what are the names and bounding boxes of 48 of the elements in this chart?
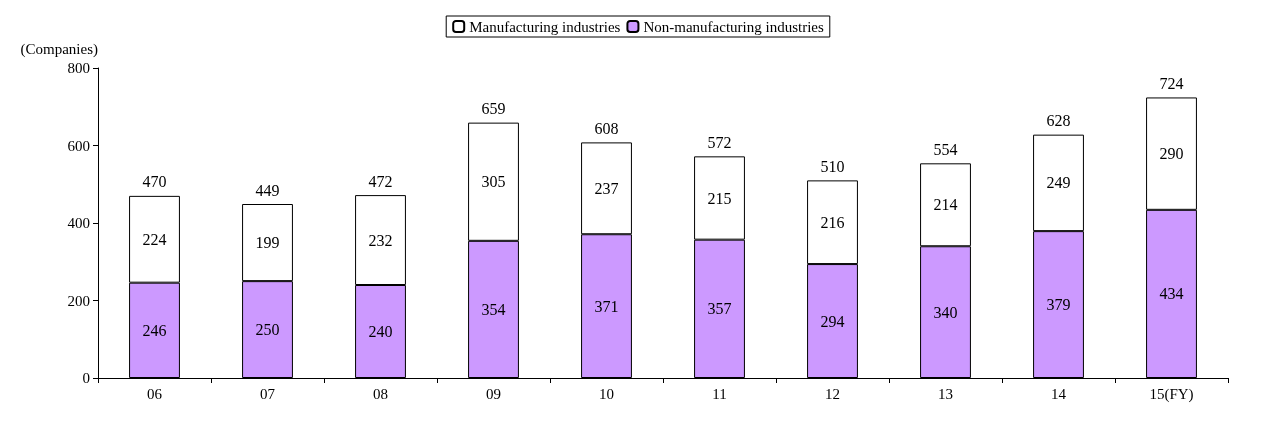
data-label: 354 <box>481 300 506 318</box>
total-label: 628 <box>1046 112 1071 130</box>
total-label: 470 <box>142 173 167 191</box>
legend-label: Manufacturing industries <box>469 18 621 35</box>
data-label: 250 <box>255 321 280 339</box>
data-label: 357 <box>707 300 732 318</box>
data-label: 434 <box>1159 285 1184 303</box>
y-tick-label: 400 <box>67 215 90 231</box>
total-label: 472 <box>368 172 393 190</box>
x-tick-label: 15(FY) <box>1149 385 1194 403</box>
y-tick-label: 200 <box>67 292 90 309</box>
data-label: 232 <box>368 231 393 249</box>
data-label: 294 <box>820 312 845 330</box>
x-tick-label: 07 <box>260 385 276 402</box>
total-label: 554 <box>933 140 958 158</box>
y-tick-label: 600 <box>67 137 90 154</box>
total-label: 449 <box>255 181 280 199</box>
x-tick-label: 11 <box>712 385 727 402</box>
legend-label: Non-manufacturing industries <box>643 18 824 35</box>
x-tick-label: 13 <box>938 385 953 402</box>
data-label: 237 <box>594 179 619 197</box>
x-tick-label: 14 <box>1051 385 1067 402</box>
data-label: 371 <box>594 297 619 315</box>
data-label: 240 <box>368 323 393 340</box>
data-label: 379 <box>1046 296 1071 314</box>
x-tick-label: 10 <box>599 385 614 402</box>
data-label: 249 <box>1046 174 1071 192</box>
total-label: 572 <box>707 133 732 151</box>
data-label: 340 <box>933 303 958 321</box>
total-label: 510 <box>820 157 845 175</box>
data-label: 305 <box>481 173 506 191</box>
x-tick-label: 08 <box>373 385 388 402</box>
data-label: 290 <box>1159 145 1184 163</box>
total-label: 659 <box>481 100 506 118</box>
total-label: 724 <box>1159 74 1184 92</box>
total-label: 608 <box>594 119 619 137</box>
y-tick-label: 800 <box>67 60 90 76</box>
x-tick-label: 12 <box>825 385 840 402</box>
y-axis-title: (Companies) <box>20 40 98 58</box>
data-label: 216 <box>820 213 845 231</box>
x-tick-label: 06 <box>147 385 163 402</box>
data-label: 214 <box>933 196 958 214</box>
data-label: 246 <box>142 321 167 339</box>
data-label: 199 <box>255 234 280 252</box>
data-label: 215 <box>707 189 732 207</box>
y-tick-label: 0 <box>82 370 90 386</box>
data-label: 224 <box>142 230 167 248</box>
x-tick-label: 09 <box>486 385 501 402</box>
